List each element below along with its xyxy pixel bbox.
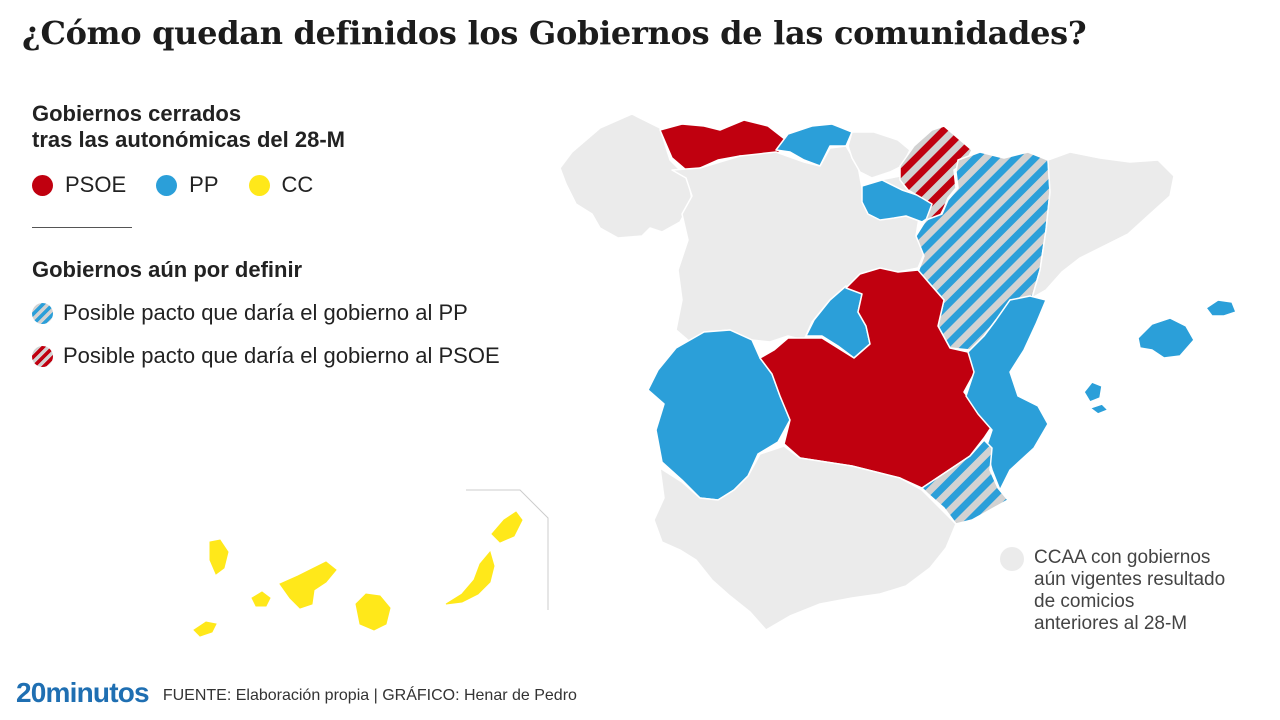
region-cataluna bbox=[1031, 151, 1175, 299]
region-pais-vasco bbox=[847, 131, 911, 179]
vigentes-line4: anteriores al 28-M bbox=[1034, 613, 1188, 634]
region-andalucia bbox=[653, 445, 957, 631]
legend-label-cc: CC bbox=[281, 172, 314, 197]
party-legend: PSOE PP CC bbox=[32, 172, 343, 198]
footer: 20minutos FUENTE: Elaboración propia | G… bbox=[16, 674, 577, 708]
cc-color-dot bbox=[248, 174, 270, 196]
region-navarra bbox=[899, 125, 973, 221]
island-el-hierro bbox=[193, 621, 217, 637]
legend-label-psoe: PSOE bbox=[65, 172, 127, 197]
pending-governments-heading: Gobiernos aún por definir bbox=[32, 257, 303, 282]
pp-color-dot bbox=[156, 174, 178, 196]
legend-label-pp: PP bbox=[189, 172, 219, 197]
legend-item-pp: PP bbox=[156, 172, 219, 198]
legend-item-pact-pp: Posible pacto que daría el gobierno al P… bbox=[32, 299, 468, 327]
island-fuerteventura bbox=[445, 550, 495, 605]
canarias-inset-frame bbox=[466, 489, 549, 610]
pp-striped-dot bbox=[32, 302, 53, 324]
region-galicia bbox=[559, 113, 693, 239]
island-la-gomera bbox=[251, 591, 271, 607]
pact-psoe-label: Posible pacto que daría el gobierno al P… bbox=[63, 343, 500, 368]
brand-logo: 20minutos bbox=[16, 677, 150, 708]
region-cantabria bbox=[775, 123, 853, 167]
region-baleares-ibiza bbox=[1083, 381, 1103, 403]
legend-divider bbox=[32, 227, 132, 228]
region-baleares-mallorca bbox=[1137, 317, 1195, 359]
source-credit: FUENTE: Elaboración propia | GRÁFICO: He… bbox=[162, 687, 577, 704]
legend-item-pact-psoe: Posible pacto que daría el gobierno al P… bbox=[32, 342, 500, 370]
island-gran-canaria bbox=[355, 593, 391, 631]
region-murcia bbox=[921, 439, 1009, 525]
legend-item-psoe: PSOE bbox=[32, 172, 126, 198]
page-title: ¿Cómo quedan definidos los Gobiernos de … bbox=[22, 14, 1087, 52]
island-tenerife bbox=[279, 561, 337, 609]
legend-item-vigentes: CCAA con gobiernos aún vigentes resultad… bbox=[1000, 547, 1274, 635]
closed-governments-heading: Gobiernos cerrados tras las autonómicas … bbox=[32, 101, 432, 153]
psoe-striped-dot bbox=[32, 345, 53, 367]
psoe-color-dot bbox=[32, 174, 53, 196]
vigentes-line1: CCAA con gobiernos bbox=[1034, 547, 1211, 568]
closed-heading-line1: Gobiernos cerrados bbox=[32, 101, 242, 126]
vigentes-label: CCAA con gobiernos aún vigentes resultad… bbox=[1034, 547, 1274, 635]
region-la-rioja bbox=[861, 179, 935, 223]
island-lanzarote bbox=[491, 511, 523, 543]
vigentes-line2: aún vigentes resultado bbox=[1034, 569, 1226, 590]
pact-pp-label: Posible pacto que daría el gobierno al P… bbox=[63, 300, 468, 325]
legend-item-cc: CC bbox=[248, 172, 314, 198]
vigentes-line3: de comicios bbox=[1034, 591, 1135, 612]
region-baleares-menorca bbox=[1205, 299, 1237, 317]
grey-color-dot bbox=[1000, 547, 1024, 571]
closed-heading-line2: tras las autonómicas del 28-M bbox=[32, 127, 345, 152]
island-la-palma bbox=[209, 539, 229, 575]
region-valencia bbox=[965, 295, 1049, 491]
region-baleares-formentera bbox=[1089, 403, 1109, 415]
region-extremadura bbox=[647, 329, 791, 501]
